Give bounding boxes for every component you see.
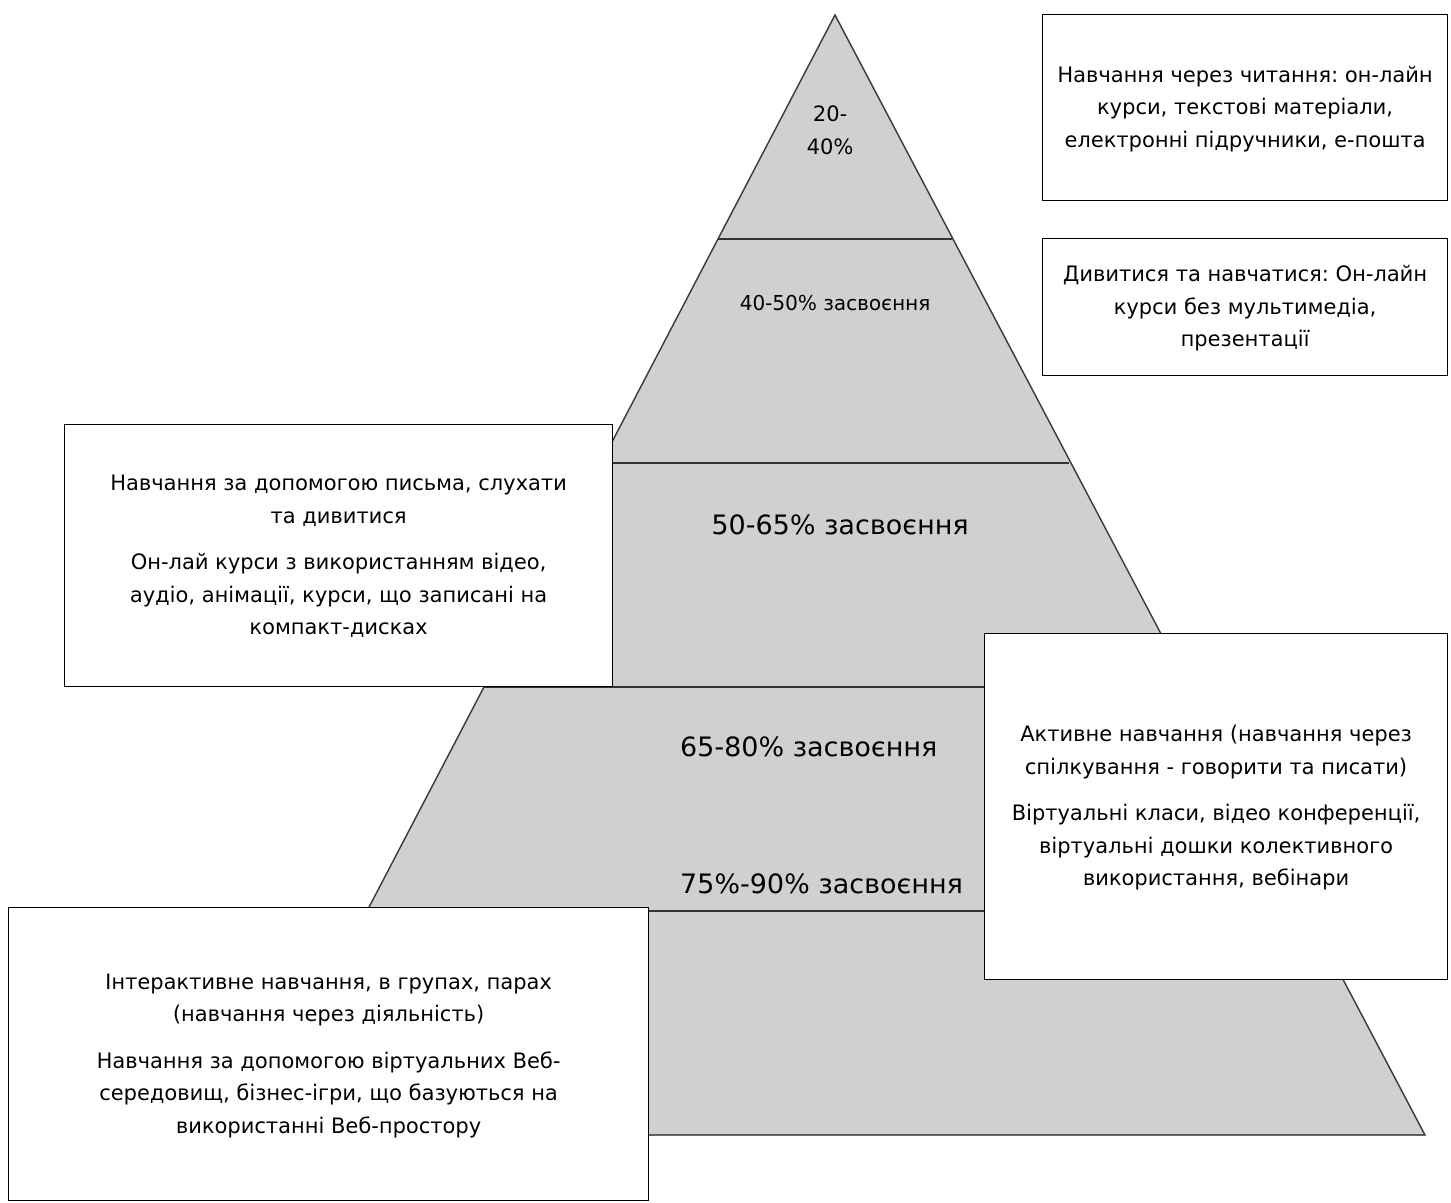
reading-learning-box: Навчання через читання: он-лайн курси, т…: [1042, 14, 1448, 201]
tier-label-bottom: 75%-90% засвоєння: [680, 869, 963, 900]
interactive-learning-detail: Навчання за допомогою віртуальних Веб-се…: [96, 1048, 561, 1138]
writing-learning-detail: Он-лай курси з використанням відео, ауді…: [129, 550, 548, 640]
tier-label-third: 50-65% засвоєння: [711, 510, 969, 541]
active-learning-title: Активне навчання (навчання через спілкув…: [1020, 722, 1412, 779]
interactive-learning-box: Інтерактивне навчання, в групах, парах (…: [8, 907, 649, 1201]
active-learning-detail: Віртуальні класи, відео конференції, вір…: [1011, 801, 1421, 891]
interactive-learning-title: Інтерактивне навчання, в групах, парах (…: [105, 969, 552, 1027]
watching-learning-box: Дивитися та навчатися: Он-лайн курси без…: [1042, 238, 1448, 376]
writing-learning-box: Навчання за допомогою письма, слухати та…: [64, 424, 613, 687]
tier-label-fourth: 65-80% засвоєння: [680, 732, 938, 763]
active-learning-box: Активне навчання (навчання через спілкув…: [984, 633, 1448, 980]
reading-learning-text: Навчання через читання: он-лайн курси, т…: [1057, 62, 1433, 152]
tier-label-second: 40-50% засвоєння: [739, 291, 931, 315]
tier-label-top: 20- 40%: [806, 102, 854, 159]
writing-learning-title: Навчання за допомогою письма, слухати та…: [110, 471, 567, 528]
watching-learning-text: Дивитися та навчатися: Он-лайн курси без…: [1062, 262, 1428, 352]
